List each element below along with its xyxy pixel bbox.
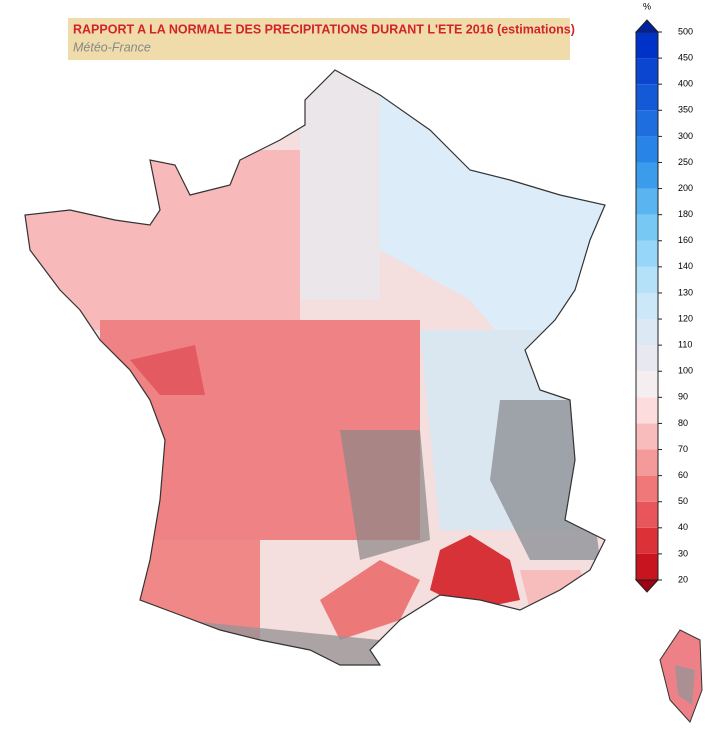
colorbar-tick-label: 30 xyxy=(678,548,688,558)
colorbar-bin xyxy=(636,371,658,398)
colorbar-tick-label: 20 xyxy=(678,574,688,584)
colorbar-frame xyxy=(635,31,659,581)
colorbar-bin xyxy=(636,240,658,267)
colorbar-under xyxy=(634,579,660,593)
colorbar-tick-label: 140 xyxy=(678,261,693,271)
colorbar-bin xyxy=(636,397,658,424)
colorbar-bin xyxy=(636,501,658,528)
colorbar-bin xyxy=(636,553,658,580)
colorbar-bin xyxy=(636,292,658,320)
title-box xyxy=(68,18,570,60)
colorbar-tick-label: 90 xyxy=(678,392,688,402)
colorbar-tick-label: 80 xyxy=(678,418,688,428)
france-outline xyxy=(24,69,606,666)
colorbar-tick-label: 100 xyxy=(678,366,693,376)
colorbar-bin xyxy=(636,84,658,111)
colorbar-tick-label: 110 xyxy=(678,340,692,350)
colorbar-tick-label: 130 xyxy=(678,287,693,297)
colorbar-tick-label: 50 xyxy=(678,496,688,506)
colorbar-bin xyxy=(636,345,658,372)
colorbar-tick-label: 120 xyxy=(678,313,693,323)
colorbar-bin xyxy=(636,449,658,476)
colorbar-tick-label: 450 xyxy=(678,52,693,62)
colorbar-tick-label: 200 xyxy=(678,183,693,193)
colorbar-bin xyxy=(636,475,658,502)
colorbar-tick-label: 350 xyxy=(678,105,693,115)
colorbar-bin xyxy=(636,110,658,137)
source: Météo-France xyxy=(73,40,151,54)
colorbar-tick-label: 300 xyxy=(678,131,693,141)
colorbar-tick-label: 60 xyxy=(678,470,688,480)
colorbar-tick-label: 400 xyxy=(678,79,693,89)
france-map xyxy=(25,70,605,665)
colorbar-bin xyxy=(636,423,658,450)
colorbar-bin xyxy=(636,266,658,293)
colorbar-tick-label: 180 xyxy=(678,209,693,219)
colorbar-bin xyxy=(636,188,658,215)
colorbar-over xyxy=(634,19,660,33)
colorbar-tick-label: 160 xyxy=(678,235,693,245)
colorbar-bin xyxy=(636,319,658,346)
colorbar-bin xyxy=(636,162,658,189)
colorbar-tick-label: 250 xyxy=(678,157,693,167)
colorbar: 20 30 40 50 60 70 80 90 100 110 120 130 140 160 180 200… xyxy=(634,19,693,593)
colorbar-tick-label: 40 xyxy=(678,522,688,532)
colorbar-bin xyxy=(636,214,658,241)
colorbar-bin xyxy=(636,32,658,59)
colorbar-tick-label: 500 xyxy=(678,26,693,36)
corsica-relief xyxy=(675,665,695,705)
colorbar-bin xyxy=(636,136,658,163)
colorbar-unit: % xyxy=(643,1,651,11)
colorbar-tick-label: 70 xyxy=(678,444,688,454)
title: RAPPORT A LA NORMALE DES PRECIPITATIONS … xyxy=(73,22,575,36)
colorbar-bin xyxy=(636,527,658,554)
colorbar-bin xyxy=(636,58,658,85)
